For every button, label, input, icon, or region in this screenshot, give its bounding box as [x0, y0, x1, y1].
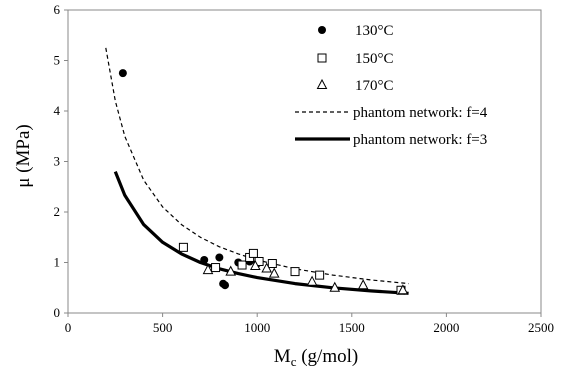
data-point [267, 259, 277, 269]
data-point [118, 69, 127, 78]
axis-ticks: 0 500 1000 1500 2000 2500 0 1 2 3 4 5 6 [54, 2, 555, 335]
legend-label: phantom network: f=3 [353, 132, 487, 148]
data-point [178, 242, 188, 252]
x-tick-label: 0 [65, 320, 72, 335]
plot-border [67, 9, 542, 314]
data-point [290, 267, 300, 277]
y-tick-label: 5 [54, 53, 61, 68]
y-tick-label: 0 [54, 305, 61, 320]
data-point [357, 279, 369, 290]
y-tick-label: 2 [54, 204, 61, 219]
data-point [249, 259, 261, 271]
x-tick-label: 2000 [433, 320, 459, 335]
y-tick-label: 1 [54, 255, 61, 270]
data-point [215, 253, 224, 262]
legend-label: 130°C [355, 23, 394, 39]
data-point [306, 275, 318, 286]
data-point [248, 248, 258, 258]
series-line-f4 [105, 47, 409, 285]
plot-area [67, 9, 542, 314]
data-point [221, 281, 230, 290]
legend-marker [318, 26, 326, 34]
y-tick-label: 4 [54, 103, 61, 118]
data-point [237, 260, 247, 270]
data-point [211, 263, 221, 273]
x-axis-label-subscript: c [291, 354, 297, 369]
data-point [200, 255, 209, 264]
y-tick-label: 6 [54, 2, 61, 17]
legend-label: phantom network: f=4 [353, 105, 488, 121]
data-point [315, 270, 325, 280]
legend-marker [316, 78, 328, 89]
x-axis-label-units: (g/mol) [296, 346, 358, 367]
legend: 130°C 150°C 170°C phantom network: f=4 phant… [295, 23, 488, 148]
legend-label: 170°C [355, 78, 394, 94]
data-point [268, 267, 280, 278]
y-tick-label: 3 [54, 154, 61, 169]
y-axis-label: μ (MPa) [13, 124, 34, 188]
x-tick-label: 1500 [339, 320, 365, 335]
legend-marker [317, 53, 327, 63]
legend-label: 150°C [355, 51, 394, 67]
series-line-f3 [113, 171, 409, 295]
x-tick-label: 1000 [244, 320, 270, 335]
data-point [397, 284, 409, 295]
x-tick-label: 2500 [528, 320, 554, 335]
x-axis-label: Mc (g/mol) [274, 346, 358, 369]
data-point [261, 262, 272, 273]
data-point [202, 264, 214, 275]
data-point [225, 265, 237, 276]
data-point [329, 281, 341, 292]
data-points [118, 69, 409, 295]
x-tick-label: 500 [153, 320, 173, 335]
x-axis-label-main: M [274, 346, 291, 367]
